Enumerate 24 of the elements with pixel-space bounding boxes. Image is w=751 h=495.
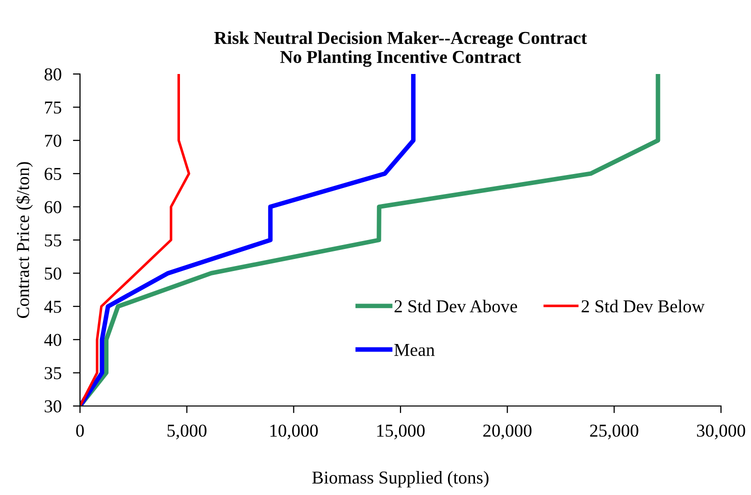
x-tick-label: 20,000 — [483, 424, 532, 440]
y-tick-label: 35 — [44, 367, 62, 380]
y-tick-label: 50 — [44, 267, 62, 280]
y-tick-label: 70 — [45, 134, 62, 147]
x-tick-label: 15,000 — [377, 424, 425, 440]
x-tick-label: 10,000 — [270, 424, 318, 440]
y-tick-label: 75 — [45, 102, 62, 114]
x-tick-label: 25,000 — [590, 424, 638, 440]
y-tick-label: 60 — [44, 201, 62, 214]
legend-label: 2 Std Dev Above — [394, 300, 518, 312]
chart-title: Risk Neutral Decision Maker--Acreage Contract No Planting Incentive Contract — [214, 31, 587, 67]
y-tick-label: 65 — [44, 168, 62, 180]
y-tick-label: 45 — [44, 300, 62, 313]
y-tick-label: 80 — [44, 68, 62, 80]
x-axis-title: Biomass Supplied (tons) — [312, 470, 488, 488]
legend-label: Mean — [394, 344, 435, 356]
x-tick-label: 5,000 — [168, 424, 206, 440]
y-tick-label: 55 — [44, 234, 62, 246]
x-tick-label: 30,000 — [697, 424, 746, 440]
y-tick-label: 30 — [44, 400, 62, 412]
x-tick-label: 0 — [76, 424, 84, 437]
y-axis-title: Contract Price ($/ton) — [16, 162, 33, 318]
legend-label: 2 Std Dev Below — [582, 300, 705, 312]
y-tick-label: 40 — [44, 334, 62, 346]
